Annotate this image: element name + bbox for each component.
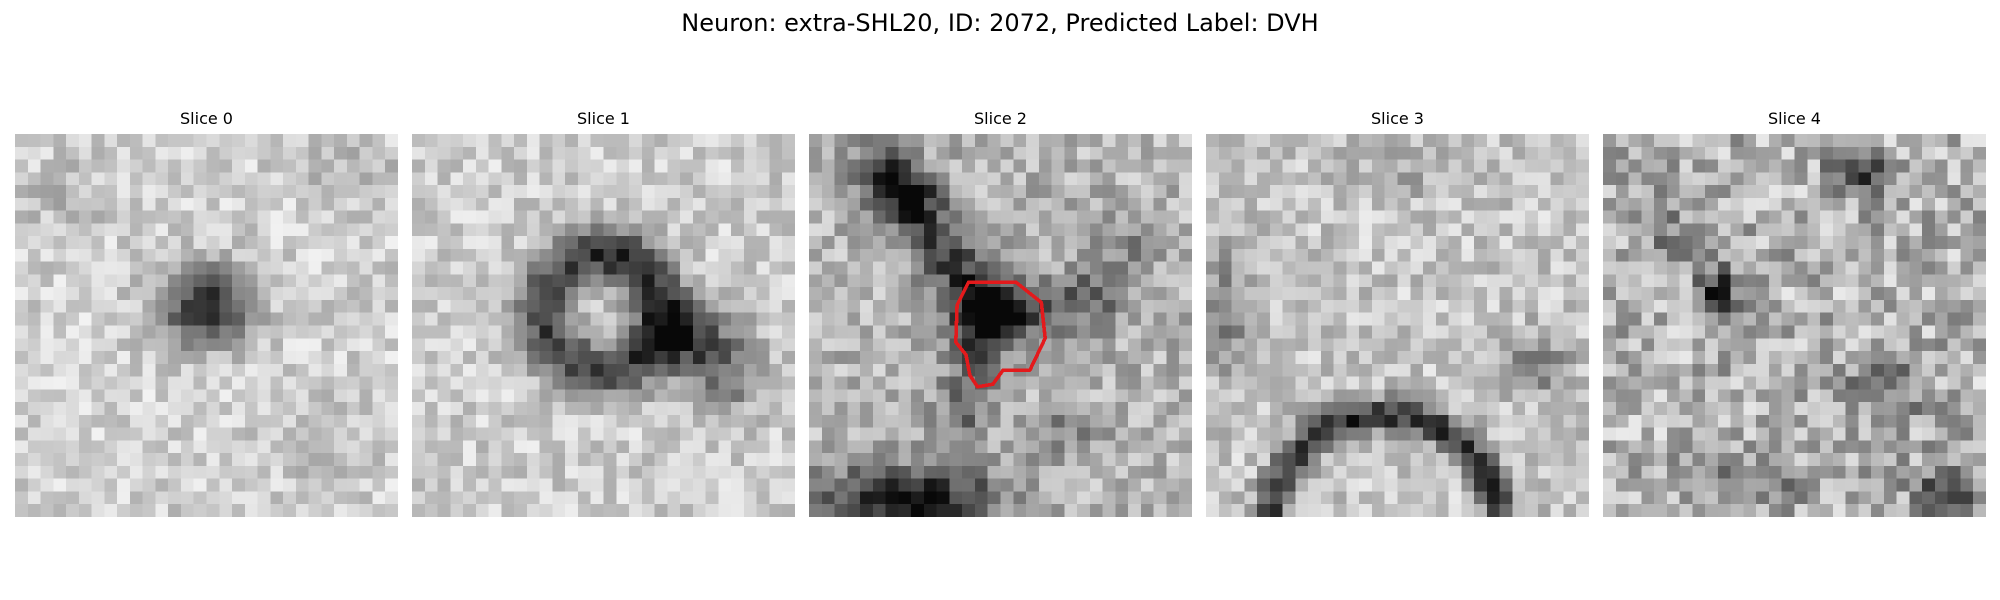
figure-title: Neuron: extra-SHL20, ID: 2072, Predicted… xyxy=(681,9,1319,37)
slice-title: Slice 0 xyxy=(180,109,233,128)
slice-title: Slice 3 xyxy=(1371,109,1424,128)
slice-image xyxy=(1206,134,1589,517)
slice-image xyxy=(15,134,398,517)
slice-panel-0: Slice 0 xyxy=(15,107,398,517)
slice-panel-1: Slice 1 xyxy=(412,107,795,517)
slice-panel-4: Slice 4 xyxy=(1603,107,1986,517)
segmentation-contour xyxy=(954,280,1047,389)
slice-image xyxy=(809,134,1192,517)
slice-image xyxy=(412,134,795,517)
slice-title: Slice 4 xyxy=(1768,109,1821,128)
slice-title: Slice 2 xyxy=(974,109,1027,128)
slice-panel-2: Slice 2 xyxy=(809,107,1192,517)
slice-panel-3: Slice 3 xyxy=(1206,107,1589,517)
slice-image xyxy=(1603,134,1986,517)
slice-title: Slice 1 xyxy=(577,109,630,128)
